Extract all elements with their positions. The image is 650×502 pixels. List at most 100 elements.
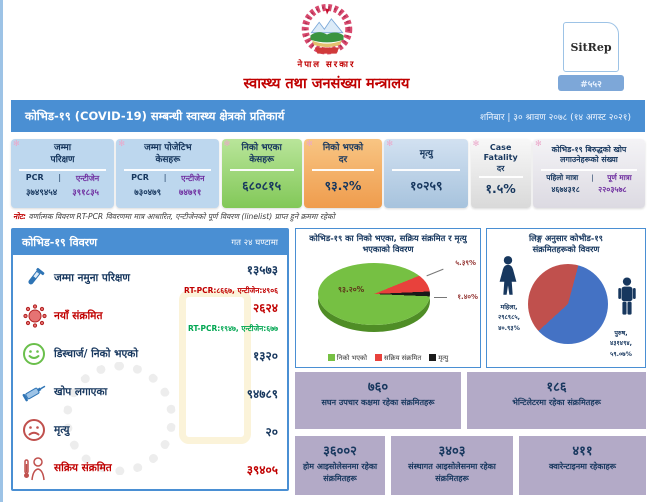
ventilator-patients-box: १८६ भेन्टिलेटरमा रहेका संक्रमितहरू	[467, 372, 646, 429]
institutional-isolation-box: ३४०३ संस्थागत आइसोलेसनमा रहेका संक्रमितह…	[391, 436, 513, 495]
row-value: १३५७३	[246, 263, 278, 277]
stat-vaccinated: ✻ कोभिड-१९ बिरुद्धको खोप लगाउनेहरूको संख्…	[532, 139, 645, 208]
sad-face-icon	[22, 418, 54, 442]
covid-details-panel: कोभिड-१९ विवरण गत २४ घण्टामा जम्मा नमुना…	[11, 228, 289, 491]
pie-chart-area: ९३.२०% ५.३९% १.४०%	[296, 255, 480, 337]
female-icon	[494, 255, 522, 305]
document-icon: SitRep	[563, 22, 619, 72]
syringe-icon	[22, 380, 54, 404]
note-label: नोट:	[13, 212, 27, 221]
male-data-label: पुरुष, ४३१४९४, ५९.०७%	[609, 330, 633, 358]
stat-value: ९३.२%	[324, 178, 362, 193]
home-isolation-box: ३६००२ होम आइसोलेसनमा रहेका संक्रमितहरू	[295, 436, 385, 495]
stat-value: ६८०८१५	[242, 178, 282, 193]
panel-title: कोभिड-१९ विवरण	[22, 236, 98, 249]
quarantine-box: ४११ क्वारेन्टाइनमा रहेकाहरू	[519, 436, 646, 495]
callout-line	[426, 269, 444, 277]
outcome-pie-panel: कोभिड-१९ का निको भएका, सक्रिय संक्रमित र…	[295, 228, 481, 368]
row-breakdown: RT-PCR:१९४७, एन्टीजेन:६७७	[187, 324, 278, 333]
divider	[478, 176, 523, 179]
antigen-value: ७४७११	[179, 188, 202, 198]
row-value: २०	[265, 424, 278, 439]
page-title: कोभिड-१९ (COVID-19) सम्बन्धी स्वास्थ्य क…	[25, 108, 285, 123]
box-value: १८६	[546, 380, 567, 395]
stat-title: Case	[489, 143, 512, 152]
antigen-label: एन्टीजेन	[181, 174, 205, 183]
pcr-value: ७३०४७९	[134, 188, 162, 198]
stat-total-tests: ✻ जम्मा परिक्षण PCR | एन्टीजेन ३७४९४५४ ३९१८३…	[11, 139, 114, 208]
divider	[229, 169, 294, 171]
stat-title: कोभिड-१९ बिरुद्धको खोप	[551, 144, 627, 154]
pcr-label: PCR	[25, 173, 44, 182]
row-total-samples: जम्मा नमुना परिक्षण १३५७३ RT-PCR:८६६७, ए…	[22, 259, 278, 297]
gender-chart-area: महिला, २९८९८५, ४०.९३% पुरुष, ४३१४९४, ५९.…	[487, 255, 645, 363]
divider	[540, 169, 637, 171]
row-label: खोप लगाएका	[54, 386, 108, 398]
divider	[19, 169, 106, 171]
sick-person-icon	[22, 455, 54, 481]
row-new-cases: नयाँ संक्रमित २६२४ RT-PCR:१९४७, एन्टीजेन…	[22, 297, 278, 335]
first-dose-value: ४६७४३१८	[551, 185, 580, 194]
chart-title: कोभिड-१९ का निको भएका, सक्रिय संक्रमित र…	[309, 233, 467, 255]
antigen-label: एन्टीजेन	[75, 174, 100, 183]
stat-value: १०२५९	[410, 178, 443, 193]
stat-recovered: ✻ निको भएका केसहरू ६८०८१५	[221, 139, 302, 208]
box-label: सघन उपचार कक्षमा रहेका संक्रमितहरू	[321, 398, 435, 407]
divider	[124, 169, 212, 171]
box-label: क्वारेन्टाइनमा रहेकाहरू	[549, 462, 616, 471]
report-date: शनिबार | ३० श्रावण २०७८ (१४ अगस्ट २०२१)	[479, 112, 631, 123]
row-discharged: डिस्चार्ज/ निको भएको १३२०	[22, 335, 278, 373]
row-value: २६२४	[253, 301, 278, 315]
row-label: नयाँ संक्रमित	[54, 310, 103, 322]
sparkle-icon: ✻	[386, 139, 394, 148]
icu-patients-box: ७६० सघन उपचार कक्षमा रहेका संक्रमितहरू	[295, 372, 461, 429]
sparkle-icon: ✻	[472, 139, 480, 148]
row-deaths: मृत्यु २०	[22, 411, 278, 449]
title-bar: कोभिड-१९ (COVID-19) सम्बन्धी स्वास्थ्य क…	[11, 100, 645, 132]
sparkle-icon: ✻	[118, 139, 126, 148]
row-breakdown: RT-PCR:८६६७, एन्टीजेन:४९०६	[184, 286, 278, 295]
legend-item-deaths: मृत्यु	[429, 353, 448, 362]
deaths-percent-label: १.४०%	[457, 293, 478, 302]
virus-watermark	[63, 362, 176, 475]
summary-stats-row: ✻ जम्मा परिक्षण PCR | एन्टीजेन ३७४९४५४ ३९१८३…	[11, 139, 645, 208]
chart-legend: निको भएको सक्रिय संक्रमित मृत्यु	[296, 353, 480, 362]
panel-rows: जम्मा नमुना परिक्षण १३५७३ RT-PCR:८६६७, ए…	[13, 255, 287, 487]
stat-case-fatality-rate: ✻ Case Fatality दर १.५%	[470, 139, 531, 208]
stat-value: १.५%	[485, 181, 516, 197]
recovered-percent-label: ९३.२०%	[338, 285, 365, 295]
sitrep-number: #५५२	[558, 75, 624, 91]
panel-subtitle: गत २४ घण्टामा	[231, 238, 278, 248]
row-active-cases: सक्रिय संक्रमित ३९४०५	[22, 449, 278, 487]
divider	[392, 169, 461, 171]
row-label: जम्मा नमुना परिक्षण	[54, 272, 130, 284]
virus-icon	[22, 303, 54, 329]
active-percent-label: ५.३९%	[455, 259, 476, 268]
gender-pie-panel: लिङ्ग अनुसार कोभीड-१९ संक्रमितहरूको विवर…	[486, 228, 646, 368]
gender-pie-chart	[528, 264, 608, 345]
stat-title: निको भएको	[322, 143, 364, 154]
stat-title: मृत्यु	[419, 149, 433, 160]
legend-item-recovered: निको भएको	[327, 353, 367, 362]
row-vaccinated: खोप लगाएका ९४७८९	[22, 373, 278, 411]
box-value: ३६००२	[323, 444, 357, 459]
row-label: मृत्यु	[54, 424, 70, 436]
box-label: संस्थागत आइसोलेसनमा रहेका संक्रमितहरू	[408, 462, 496, 483]
sparkle-icon: ✻	[223, 139, 231, 148]
callout-line	[434, 297, 447, 299]
outcome-pie-chart	[318, 263, 430, 326]
government-label: नेपाल सरकार	[297, 60, 356, 70]
row-value: ९४७८९	[246, 386, 278, 401]
smiley-icon	[22, 342, 54, 366]
row-label: डिस्चार्ज/ निको भएको	[54, 348, 139, 360]
first-dose-label: पहिलो मात्रा	[546, 173, 579, 182]
row-value: ३९४०५	[246, 462, 278, 477]
full-dose-label: पूर्ण मात्रा	[607, 173, 632, 182]
box-label: होम आइसोलेसनमा रहेका संक्रमितहरू	[302, 462, 378, 483]
pcr-label: PCR	[131, 173, 149, 182]
ministry-title: स्वास्थ्य तथा जनसंख्या मन्त्रालय	[243, 76, 410, 92]
row-value: १३२०	[253, 348, 278, 363]
box-value: ४११	[572, 444, 593, 459]
sparkle-icon: ✻	[534, 139, 542, 148]
